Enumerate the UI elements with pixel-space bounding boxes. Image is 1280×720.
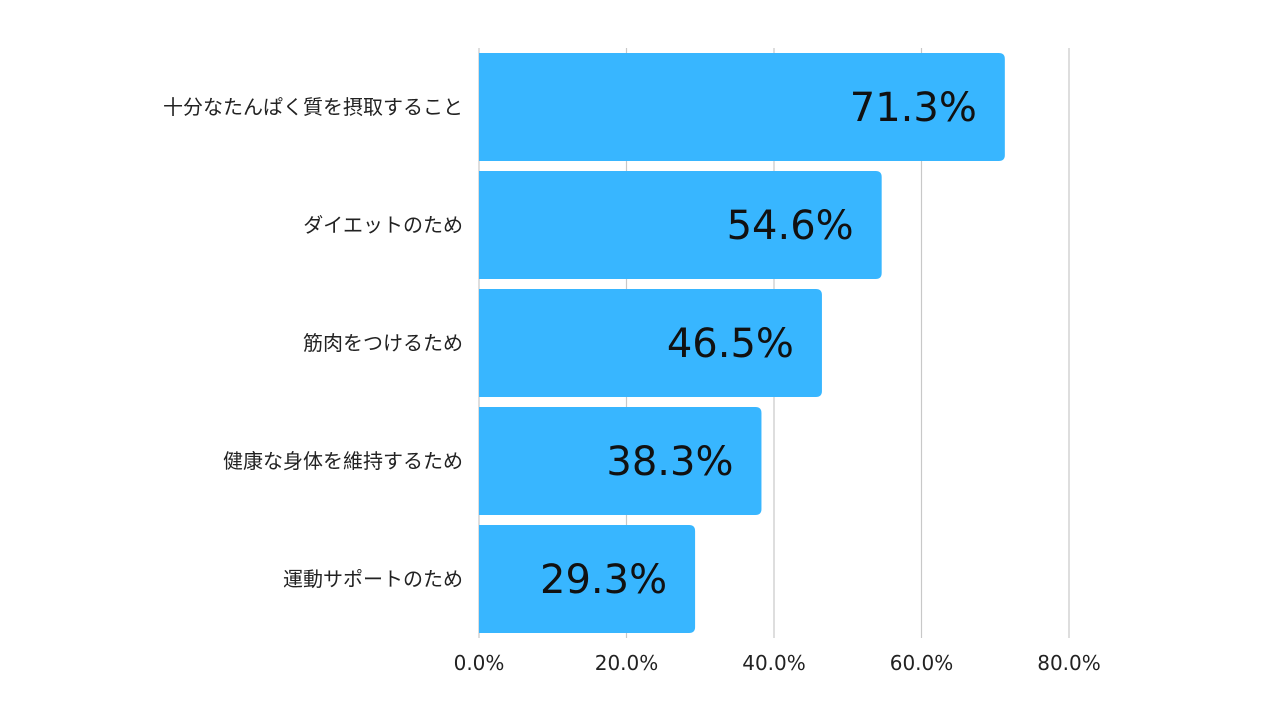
- category-label: 筋肉をつけるため: [303, 331, 463, 355]
- x-tick-label: 40.0%: [742, 651, 806, 675]
- data-label: 46.5%: [667, 321, 794, 367]
- data-label: 38.3%: [606, 439, 733, 485]
- bar: [479, 525, 696, 633]
- bar: [479, 407, 762, 515]
- data-label: 54.6%: [727, 203, 854, 249]
- category-label: 運動サポートのため: [283, 567, 463, 591]
- category-label: ダイエットのため: [303, 213, 463, 237]
- x-tick-label: 80.0%: [1037, 651, 1101, 675]
- data-label: 71.3%: [850, 85, 977, 131]
- category-label: 十分なたんぱく質を摂取すること: [163, 95, 463, 119]
- x-tick-label: 0.0%: [454, 651, 505, 675]
- category-label: 健康な身体を維持するため: [223, 449, 463, 473]
- data-label: 29.3%: [540, 557, 667, 603]
- bar: [479, 289, 822, 397]
- x-tick-label: 60.0%: [890, 651, 954, 675]
- x-tick-label: 20.0%: [595, 651, 659, 675]
- bar: [479, 53, 1005, 161]
- bars: [479, 53, 1005, 633]
- labels: 0.0% 20.0% 40.0% 60.0% 80.0% 十分なたんぱく質を摂取すること 7…: [163, 85, 1101, 675]
- bar: [479, 171, 882, 279]
